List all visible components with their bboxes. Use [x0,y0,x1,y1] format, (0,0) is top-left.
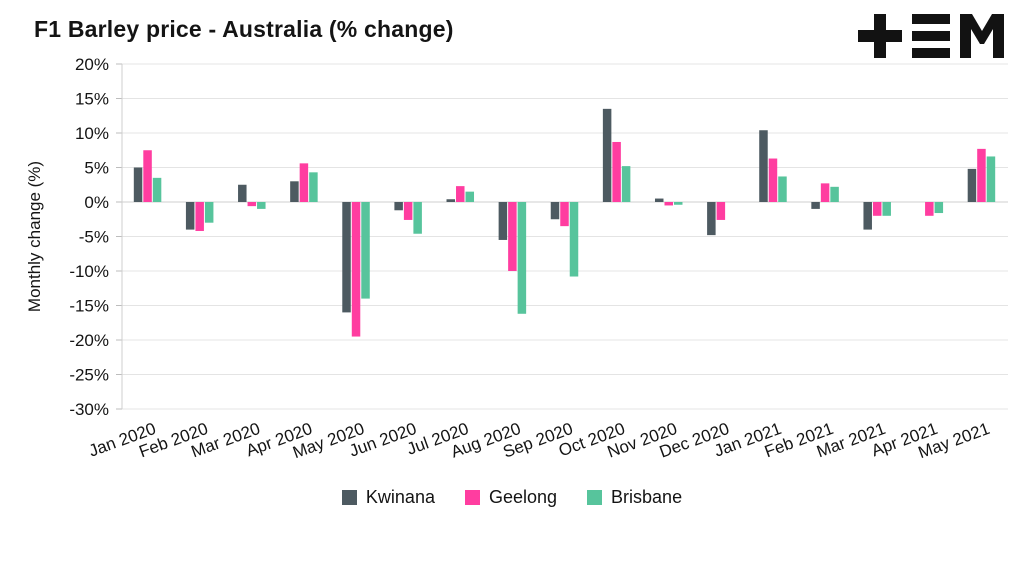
bar-brisbane-6 [465,191,475,202]
bar-geelong-6 [456,186,465,202]
tem-logo [858,14,1006,63]
bar-brisbane-13 [830,186,839,202]
bar-kwinana-6 [446,199,456,202]
bar-kwinana-1 [185,202,195,230]
bar-geelong-4 [351,202,361,337]
bar-kwinana-10 [654,198,664,202]
bar-chart: 20% 15% 10% 5% 0% -5% -10% -15% -20% -25% -30% Mont… [25,55,1008,462]
chart-title: F1 Barley price - Australia (% change) [34,16,454,42]
bar-geelong-3 [299,163,309,202]
y-tick-label: -5% [79,228,109,247]
bar-geelong-2 [247,202,257,207]
bar-brisbane-7 [517,202,527,314]
bar-brisbane-16 [986,156,996,202]
y-tick-label: -20% [69,331,109,350]
y-tick-label: 10% [75,124,109,143]
bar-kwinana-0 [133,167,143,202]
bar-kwinana-14 [863,202,872,230]
bar-brisbane-2 [257,202,266,209]
y-tick-label: -15% [69,297,109,316]
bar-geelong-1 [195,202,204,231]
bar-kwinana-5 [394,202,403,211]
bar-brisbane-4 [361,202,370,299]
bar-geelong-16 [977,148,986,202]
legend-label-brisbane: Brisbane [611,486,683,507]
y-tick-label: -25% [69,366,109,385]
legend-label-kwinana: Kwinana [365,486,435,507]
bar-kwinana-11 [707,202,716,236]
bar-geelong-14 [872,202,882,216]
y-tick-label: -30% [69,400,109,419]
legend-item-brisbane: Brisbane [587,487,682,508]
bar-brisbane-10 [673,202,683,205]
bar-brisbane-0 [152,177,162,202]
bar-kwinana-3 [290,181,299,202]
y-tick-label: 0% [84,193,109,212]
bar-geelong-15 [925,202,934,216]
bar-geelong-13 [820,183,830,202]
y-tick-label: -10% [69,262,109,281]
bar-kwinana-9 [602,108,612,202]
bar-geelong-11 [716,202,726,220]
bar-geelong-12 [768,158,778,202]
legend-label-geelong: Geelong [488,486,558,507]
bar-brisbane-8 [569,202,579,277]
chart-legend: Kwinana Geelong Brisbane [0,480,1024,514]
bar-geelong-8 [560,202,569,227]
bar-kwinana-7 [498,202,508,240]
bar-kwinana-16 [967,168,977,202]
bar-kwinana-8 [550,202,560,220]
chart-header: F1 Barley price - Australia (% change) [0,0,1024,58]
bar-geelong-0 [143,150,152,202]
bar-geelong-9 [612,141,621,202]
y-axis-label: Monthly change (%) [25,161,44,312]
bar-geelong-10 [664,202,673,206]
bar-geelong-7 [508,202,517,271]
legend-item-geelong: Geelong [464,486,558,508]
y-tick-label: 5% [84,159,109,178]
legend-item-kwinana: Kwinana [341,486,435,508]
bar-brisbane-3 [309,172,318,202]
legend-swatch-brisbane [587,489,603,505]
bar-kwinana-4 [342,202,351,313]
bar-brisbane-14 [882,202,891,216]
y-tick-label: 20% [75,55,109,74]
legend-swatch-kwinana [341,489,357,505]
tem-logo-icon [858,14,1004,58]
bar-geelong-5 [403,202,413,220]
y-tick-label: 15% [75,90,109,109]
bar-brisbane-9 [621,166,631,202]
bar-kwinana-2 [238,184,247,202]
legend-swatch-geelong [464,489,480,505]
bar-brisbane-12 [778,176,787,202]
bar-brisbane-15 [934,202,944,214]
bar-kwinana-12 [759,130,768,202]
bar-brisbane-5 [413,202,422,234]
bar-brisbane-1 [204,202,214,223]
bar-kwinana-13 [811,202,820,209]
